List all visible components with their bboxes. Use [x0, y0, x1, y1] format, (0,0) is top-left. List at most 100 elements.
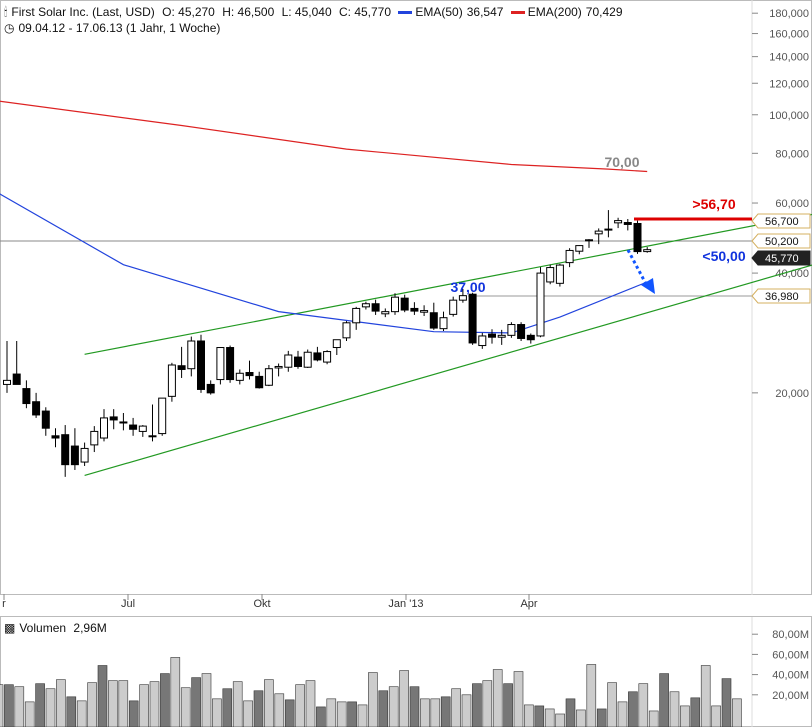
candle[interactable] [458, 288, 467, 303]
x-tick-label: Okt [253, 598, 270, 610]
candle[interactable] [32, 392, 41, 418]
candle[interactable] [323, 350, 332, 365]
candle[interactable] [90, 426, 99, 453]
candle[interactable] [255, 371, 264, 389]
candle[interactable] [313, 346, 322, 362]
candle-body [177, 365, 186, 370]
candle[interactable] [12, 341, 21, 385]
candle[interactable] [449, 296, 458, 317]
candle[interactable] [22, 380, 31, 409]
candle[interactable] [488, 329, 496, 344]
candle[interactable] [575, 245, 584, 255]
candle-body [138, 425, 147, 432]
candle[interactable] [342, 321, 351, 342]
candle[interactable] [61, 425, 70, 477]
candle[interactable] [468, 292, 477, 345]
candle[interactable] [614, 217, 623, 229]
candle[interactable] [565, 248, 574, 268]
candle[interactable] [70, 428, 79, 470]
candle[interactable] [478, 332, 487, 349]
volume-bar [222, 688, 233, 727]
candle-body [381, 311, 390, 315]
candle[interactable] [391, 293, 399, 315]
candle[interactable] [303, 349, 312, 368]
candle[interactable] [158, 397, 167, 436]
volume-bar [56, 679, 66, 727]
volume-bar [368, 672, 378, 727]
candle[interactable] [51, 428, 60, 448]
candle[interactable] [264, 364, 273, 387]
candle[interactable] [80, 442, 89, 466]
candle[interactable] [138, 425, 147, 437]
candle[interactable] [109, 409, 118, 430]
candle[interactable] [594, 228, 603, 245]
candle[interactable] [274, 363, 283, 377]
candle-body [371, 303, 380, 312]
candle[interactable] [41, 407, 50, 436]
candle[interactable] [555, 263, 564, 287]
candle[interactable] [633, 220, 642, 254]
price-tag-50: 50,200 [765, 236, 799, 248]
candle[interactable] [604, 210, 613, 238]
candle-body [546, 267, 555, 283]
candle[interactable] [361, 301, 370, 310]
volume-bar [118, 680, 129, 727]
candle-body [614, 220, 623, 224]
candle[interactable] [517, 322, 526, 342]
candle-body [526, 334, 535, 341]
ema200-label: EMA(200) [527, 5, 582, 19]
volume-bar [336, 701, 347, 727]
candle[interactable] [197, 334, 205, 393]
candle[interactable] [643, 247, 652, 253]
candle[interactable] [187, 336, 196, 377]
candle[interactable] [294, 350, 302, 369]
candle[interactable] [245, 360, 254, 380]
candle[interactable] [410, 302, 419, 315]
candle[interactable] [216, 347, 225, 385]
target-down-label: <50,00 [702, 248, 745, 264]
volume-bar [35, 683, 45, 727]
candle[interactable] [177, 346, 186, 378]
ema50-label: EMA(50) [415, 5, 463, 19]
candle-body [61, 434, 70, 466]
candle[interactable] [3, 341, 11, 393]
candle[interactable] [536, 267, 545, 338]
candle-body [216, 347, 225, 381]
candle[interactable] [129, 417, 138, 436]
candle[interactable] [439, 311, 448, 332]
candle[interactable] [526, 333, 535, 344]
candle[interactable] [507, 322, 516, 338]
candle-body [410, 307, 419, 312]
candle-body [604, 228, 613, 231]
candle[interactable] [371, 299, 380, 315]
open-value: O: 45,270 [162, 5, 215, 19]
candle[interactable] [381, 308, 390, 318]
candle[interactable] [148, 404, 157, 442]
support-label: 37,00 [450, 279, 485, 295]
candle[interactable] [352, 306, 361, 330]
candle[interactable] [585, 239, 593, 248]
candle[interactable] [623, 219, 632, 231]
candle[interactable] [332, 339, 341, 355]
candle[interactable] [429, 302, 438, 330]
candle-body [420, 310, 429, 313]
volume-bar [378, 690, 389, 727]
candle[interactable] [546, 264, 555, 285]
candle[interactable] [167, 362, 176, 402]
candle[interactable] [497, 329, 506, 345]
candle[interactable] [235, 369, 244, 385]
candle[interactable] [100, 409, 108, 442]
candle[interactable] [400, 294, 409, 313]
candle[interactable] [206, 380, 215, 395]
volume-bar [565, 698, 576, 727]
volume-bar [284, 699, 295, 727]
candle[interactable] [226, 345, 235, 383]
candle-body [3, 379, 11, 385]
candle[interactable] [119, 412, 128, 431]
volume-header: ▩ Volumen 2,96M [4, 621, 111, 635]
candle-body [90, 430, 99, 446]
candle-body [109, 416, 118, 421]
candle[interactable] [284, 350, 293, 372]
candle[interactable] [420, 305, 429, 317]
